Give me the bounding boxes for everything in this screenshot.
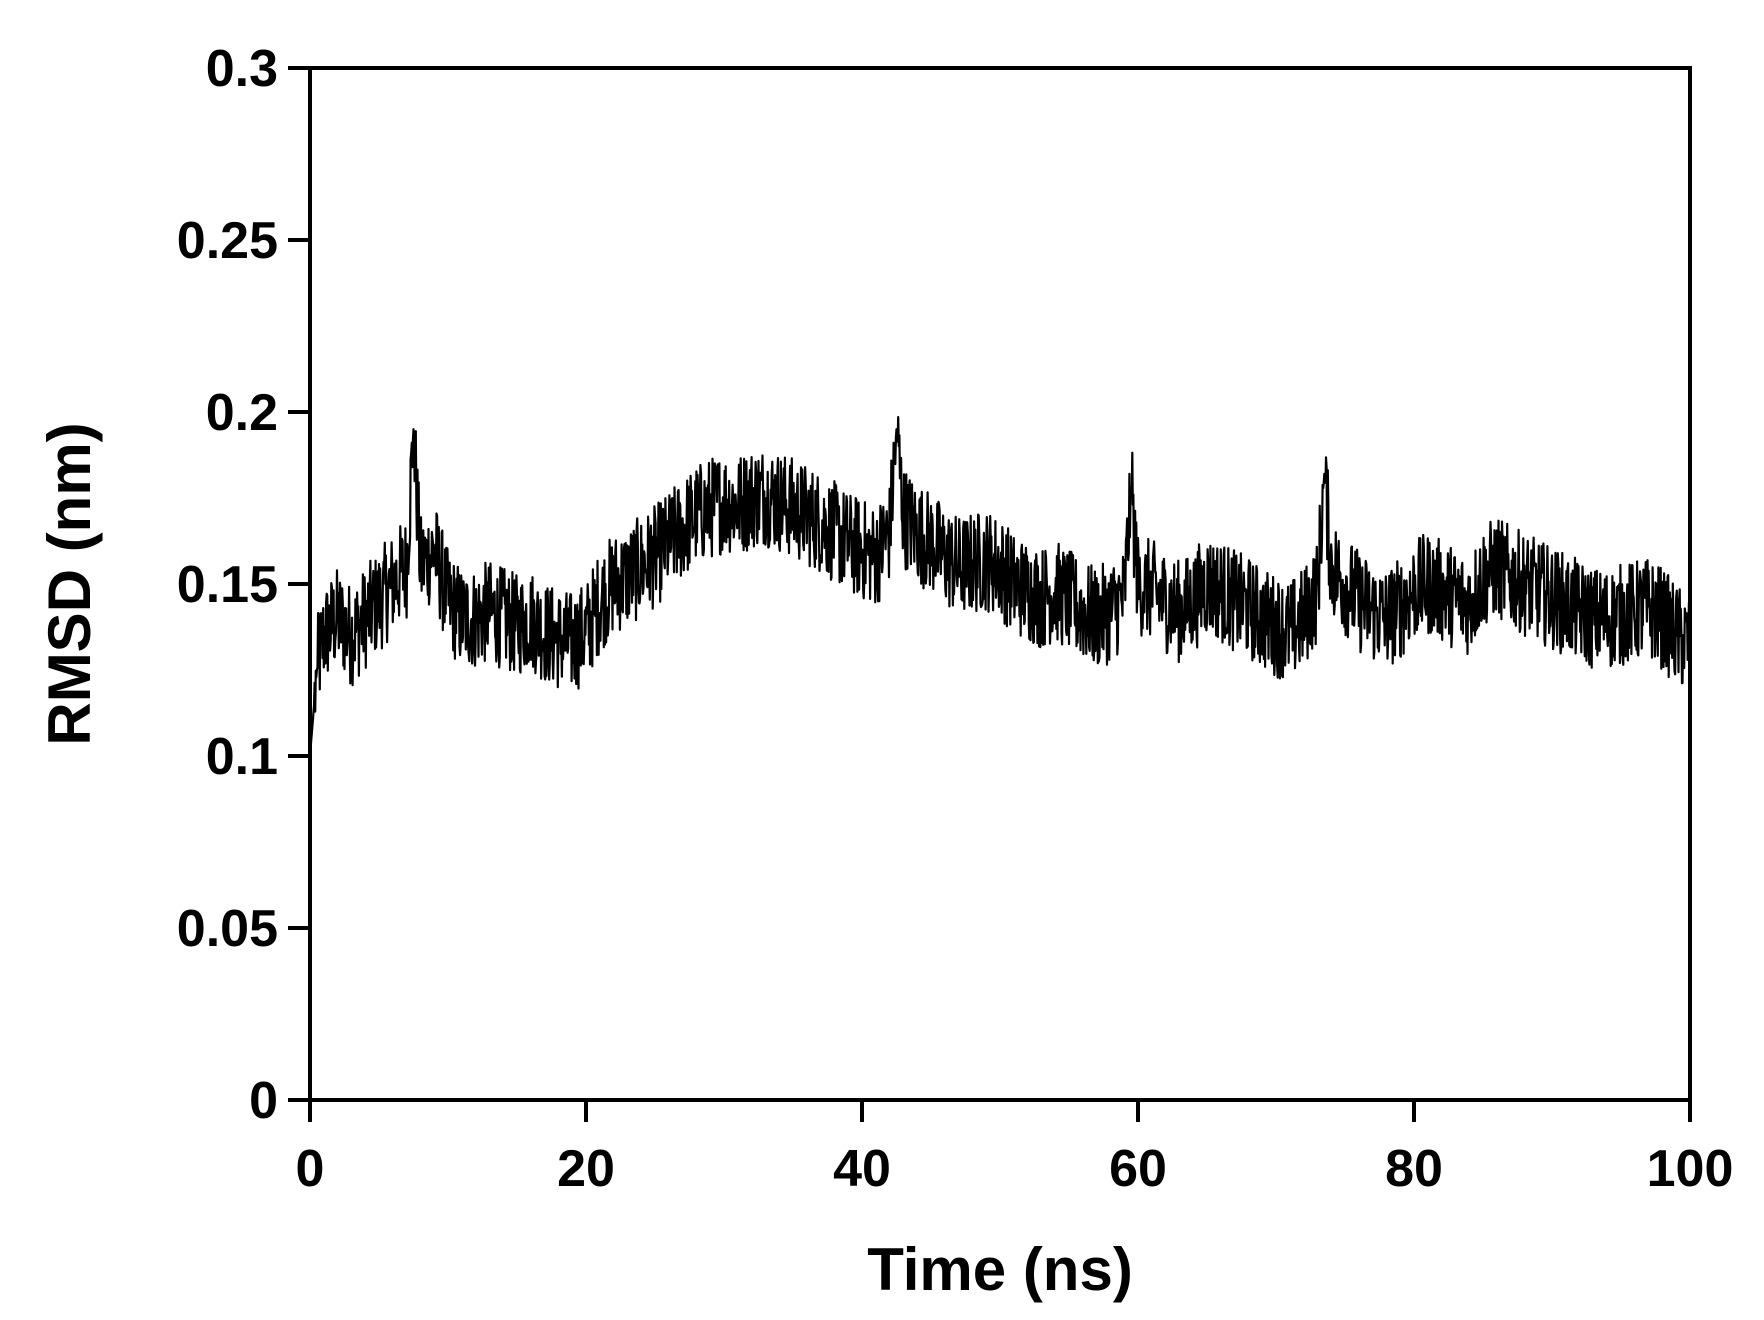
y-tick-label: 0.25 — [177, 212, 278, 270]
y-tick-label: 0.05 — [177, 900, 278, 958]
y-tick-label: 0.2 — [206, 384, 278, 442]
y-axis-title: RMSD (nm) — [36, 422, 103, 745]
y-tick-label: 0.15 — [177, 556, 278, 614]
x-tick-label: 20 — [557, 1140, 615, 1198]
x-tick-label: 40 — [833, 1140, 891, 1198]
x-tick-label: 60 — [1109, 1140, 1167, 1198]
x-tick-label: 80 — [1385, 1140, 1443, 1198]
plot-area — [308, 66, 1692, 1102]
x-tick-label: 100 — [1647, 1140, 1734, 1198]
x-tick-label: 0 — [296, 1140, 325, 1198]
x-axis-title: Time (ns) — [867, 1236, 1133, 1303]
series-line-rmsd — [308, 416, 1692, 757]
x-axis-ticks: 0 20 40 60 80 100 — [296, 1100, 1734, 1198]
y-tick-label: 0 — [249, 1072, 278, 1130]
y-axis-ticks: 0 0.05 0.1 0.15 0.2 0.25 0.3 — [177, 40, 310, 1130]
y-tick-label: 0.1 — [206, 728, 278, 786]
y-tick-label: 0.3 — [206, 40, 278, 98]
